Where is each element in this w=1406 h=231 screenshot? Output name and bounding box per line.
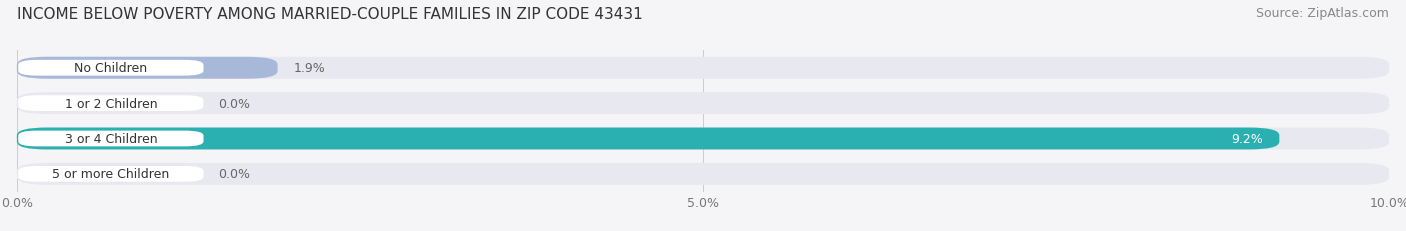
FancyBboxPatch shape <box>18 61 204 76</box>
FancyBboxPatch shape <box>17 58 277 79</box>
Text: 1 or 2 Children: 1 or 2 Children <box>65 97 157 110</box>
Text: 0.0%: 0.0% <box>218 168 250 181</box>
FancyBboxPatch shape <box>18 96 204 112</box>
FancyBboxPatch shape <box>18 131 204 147</box>
FancyBboxPatch shape <box>18 166 204 182</box>
Text: 3 or 4 Children: 3 or 4 Children <box>65 132 157 145</box>
Text: 9.2%: 9.2% <box>1232 132 1263 145</box>
FancyBboxPatch shape <box>17 58 1389 79</box>
FancyBboxPatch shape <box>17 93 1389 115</box>
FancyBboxPatch shape <box>17 128 1279 150</box>
Text: 5 or more Children: 5 or more Children <box>52 168 170 181</box>
FancyBboxPatch shape <box>17 163 1389 185</box>
Text: Source: ZipAtlas.com: Source: ZipAtlas.com <box>1256 7 1389 20</box>
Text: 0.0%: 0.0% <box>218 97 250 110</box>
Text: 1.9%: 1.9% <box>294 62 326 75</box>
FancyBboxPatch shape <box>17 128 1389 150</box>
Text: INCOME BELOW POVERTY AMONG MARRIED-COUPLE FAMILIES IN ZIP CODE 43431: INCOME BELOW POVERTY AMONG MARRIED-COUPL… <box>17 7 643 22</box>
Text: No Children: No Children <box>75 62 148 75</box>
